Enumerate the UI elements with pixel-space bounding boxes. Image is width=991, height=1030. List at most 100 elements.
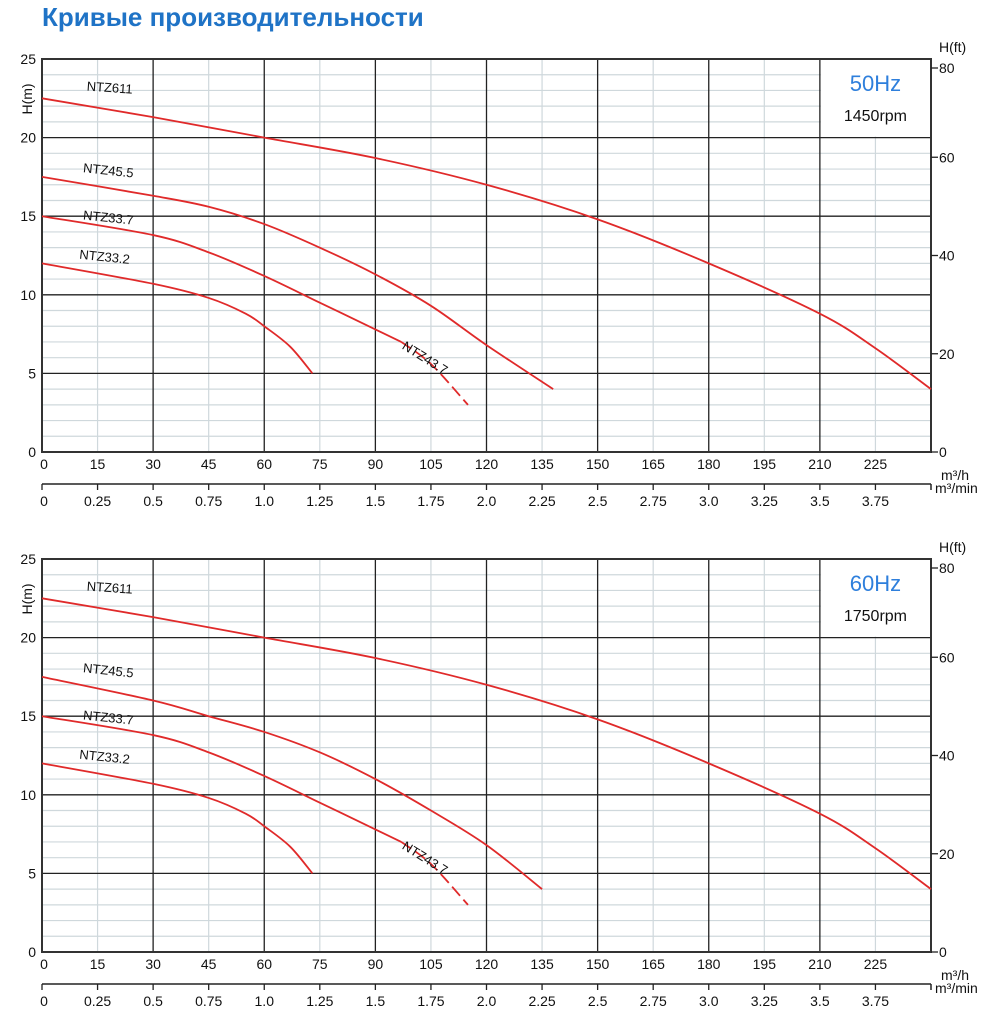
y-ft-tick-label: 40 xyxy=(939,248,955,264)
y-ft-tick-label: 20 xyxy=(939,846,955,862)
x-tick-label: 105 xyxy=(419,956,443,972)
secondary-x-tick-label: 2.0 xyxy=(477,993,497,1009)
secondary-x-tick-label: 0.25 xyxy=(84,493,111,509)
secondary-x-tick-label: 3.5 xyxy=(810,993,830,1009)
x-tick-label: 30 xyxy=(145,456,161,472)
secondary-x-tick-label: 2.75 xyxy=(640,993,667,1009)
y-tick-label: 15 xyxy=(20,208,36,224)
curve-label: NTZ611 xyxy=(86,578,133,596)
secondary-x-tick-label: 1.5 xyxy=(366,993,386,1009)
y-ft-tick-label: 40 xyxy=(939,748,955,764)
x-tick-label: 30 xyxy=(145,956,161,972)
curve-ntz611 xyxy=(41,97,932,390)
secondary-x-tick-label: 3.25 xyxy=(751,493,778,509)
x-tick-label: 225 xyxy=(864,956,888,972)
secondary-x-tick-label: 2.25 xyxy=(528,993,555,1009)
x-tick-label: 15 xyxy=(90,956,106,972)
secondary-x-tick-label: 0.75 xyxy=(195,493,222,509)
y-ft-tick-label: 0 xyxy=(939,944,947,960)
x-tick-label: 195 xyxy=(753,456,777,472)
x-tick-label: 165 xyxy=(642,456,666,472)
curve-ntz33-7 xyxy=(41,715,402,843)
speed-label: 1450rpm xyxy=(844,108,907,125)
y-tick-label: 25 xyxy=(20,51,36,67)
x-axis-unit-primary: m³/h xyxy=(941,967,969,983)
y-ft-tick-label: 80 xyxy=(939,60,955,76)
curve-label: NTZ33.2 xyxy=(79,747,131,767)
y-tick-label: 20 xyxy=(20,130,36,146)
y-tick-label: 10 xyxy=(20,287,36,303)
x-tick-label: 15 xyxy=(90,456,106,472)
y-tick-label: 10 xyxy=(20,787,36,803)
x-tick-label: 120 xyxy=(475,456,499,472)
x-tick-label: 150 xyxy=(586,956,610,972)
frequency-label: 60Hz xyxy=(850,571,901,596)
y-ft-tick-label: 60 xyxy=(939,649,955,665)
frequency-box xyxy=(820,560,930,637)
secondary-x-tick-label: 0 xyxy=(40,493,48,509)
curve-ntz611 xyxy=(41,597,932,890)
curve-label: NTZ33.7 xyxy=(82,207,134,227)
secondary-x-tick-label: 3.0 xyxy=(699,993,719,1009)
secondary-x-tick-label: 2.5 xyxy=(588,993,608,1009)
x-tick-label: 120 xyxy=(475,956,499,972)
x-tick-label: 105 xyxy=(419,456,443,472)
x-axis-unit-secondary: m³/min xyxy=(935,980,978,996)
x-tick-label: 180 xyxy=(697,956,721,972)
curve-label: NTZ33.7 xyxy=(82,707,134,727)
y-tick-label: 0 xyxy=(28,444,36,460)
x-tick-label: 135 xyxy=(530,956,554,972)
secondary-x-tick-label: 3.75 xyxy=(862,993,889,1009)
x-axis-unit-primary: m³/h xyxy=(941,467,969,483)
frequency-label: 50Hz xyxy=(850,71,901,96)
y-ft-tick-label: 60 xyxy=(939,149,955,165)
secondary-x-tick-label: 0 xyxy=(40,993,48,1009)
curve-label: NTZ611 xyxy=(86,78,133,96)
secondary-x-tick-label: 0.5 xyxy=(143,493,163,509)
frequency-box xyxy=(820,60,930,137)
y-tick-label: 5 xyxy=(28,365,36,381)
x-tick-label: 90 xyxy=(368,956,384,972)
secondary-x-tick-label: 2.25 xyxy=(528,493,555,509)
x-tick-label: 75 xyxy=(312,456,328,472)
secondary-x-tick-label: 1.0 xyxy=(255,993,275,1009)
secondary-x-tick-label: 3.75 xyxy=(862,493,889,509)
x-tick-label: 0 xyxy=(40,956,48,972)
y-ft-tick-label: 80 xyxy=(939,560,955,576)
x-tick-label: 210 xyxy=(808,956,832,972)
x-tick-label: 135 xyxy=(530,456,554,472)
x-tick-label: 165 xyxy=(642,956,666,972)
performance-chart-60hz: 60Hz 1750rpm 0 5 10 15 20 25 H(m) 0 20 40 60 80 H(ft) 0… xyxy=(19,539,978,1009)
secondary-x-tick-label: 3.0 xyxy=(699,493,719,509)
x-tick-label: 90 xyxy=(368,456,384,472)
x-axis-unit-secondary: m³/min xyxy=(935,480,978,496)
y-ft-tick-label: 0 xyxy=(939,444,947,460)
curve-label: NTZ33.2 xyxy=(79,247,131,267)
secondary-x-tick-label: 3.25 xyxy=(751,993,778,1009)
y-axis-label-right: H(ft) xyxy=(939,39,966,55)
x-tick-label: 195 xyxy=(753,956,777,972)
secondary-x-tick-label: 1.75 xyxy=(417,993,444,1009)
y-tick-label: 15 xyxy=(20,708,36,724)
y-axis-label-left: H(m) xyxy=(19,583,35,614)
curve-ntz45-5 xyxy=(41,676,543,890)
y-axis-label-left: H(m) xyxy=(19,83,35,114)
y-tick-label: 20 xyxy=(20,630,36,646)
secondary-x-tick-label: 1.75 xyxy=(417,493,444,509)
y-ft-tick-label: 20 xyxy=(939,346,955,362)
curve-ntz43-7 xyxy=(400,841,469,906)
curve-label: NTZ45.5 xyxy=(82,160,134,180)
x-tick-label: 150 xyxy=(586,456,610,472)
curve-ntz45-5 xyxy=(41,176,554,390)
curve-ntz33-7 xyxy=(41,215,402,343)
y-tick-label: 25 xyxy=(20,551,36,567)
secondary-x-tick-label: 1.0 xyxy=(255,493,275,509)
x-tick-label: 60 xyxy=(256,956,272,972)
x-tick-label: 0 xyxy=(40,456,48,472)
secondary-x-tick-label: 2.0 xyxy=(477,493,497,509)
secondary-x-tick-label: 1.25 xyxy=(306,493,333,509)
secondary-x-tick-label: 1.25 xyxy=(306,993,333,1009)
secondary-x-tick-label: 1.5 xyxy=(366,493,386,509)
speed-label: 1750rpm xyxy=(844,608,907,625)
x-tick-label: 225 xyxy=(864,456,888,472)
